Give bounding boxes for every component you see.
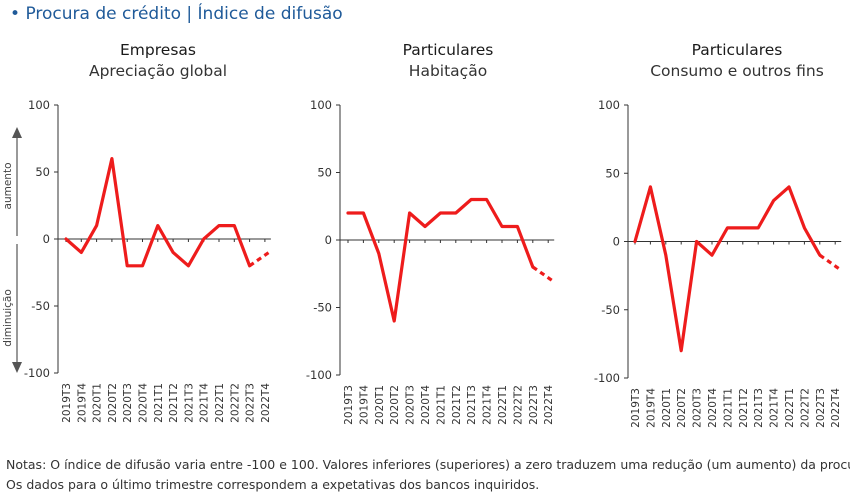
x-tick-label: 2020T2 bbox=[107, 383, 119, 423]
x-tick-label: 2021T2 bbox=[168, 383, 180, 423]
x-tick-label: 2020T1 bbox=[92, 383, 104, 423]
x-tick-label: 2020T4 bbox=[420, 385, 432, 425]
y-tick-label: -100 bbox=[306, 368, 332, 382]
x-tick-label: 2021T3 bbox=[753, 388, 765, 428]
x-tick-label: 2019T3 bbox=[630, 388, 642, 428]
x-tick-label: 2020T1 bbox=[661, 388, 673, 428]
x-tick-label: 2022T1 bbox=[497, 385, 509, 425]
x-tick-label: 2019T3 bbox=[343, 385, 355, 425]
chart-2: 100 50 0 -50 -100 2019T3 2019T4 2020T1 2020T2 202… bbox=[306, 98, 555, 425]
chart-3-title: Particulares bbox=[691, 41, 783, 59]
x-tick-label: 2021T2 bbox=[738, 388, 750, 428]
y-tick-label: -50 bbox=[313, 301, 332, 315]
x-tick-label: 2022T3 bbox=[815, 388, 827, 428]
chart-2-subtitle: Habitação bbox=[408, 62, 488, 80]
x-tick-label: 2020T3 bbox=[405, 385, 417, 425]
y-tick-label: 50 bbox=[35, 165, 50, 179]
y-tick-label: 100 bbox=[310, 98, 332, 112]
series-line-expected bbox=[248, 251, 270, 268]
x-tick-label: 2021T3 bbox=[183, 383, 195, 423]
chart-3-title-block: Particulares Consumo e outros fins bbox=[607, 40, 850, 82]
series-line bbox=[633, 185, 822, 353]
chart-2-title-block: Particulares Habitação bbox=[318, 40, 578, 82]
increase-indicator: aumento bbox=[2, 127, 22, 236]
x-tick-label: 2022T2 bbox=[229, 383, 241, 423]
y-tick-label: -50 bbox=[31, 299, 50, 313]
y-tick-label: 50 bbox=[605, 166, 620, 180]
x-tick-label: 2021T4 bbox=[769, 388, 781, 428]
page-header: • Procura de crédito | Índice de difusão bbox=[10, 4, 343, 24]
chart-3-subtitle: Consumo e outros fins bbox=[650, 62, 824, 80]
y-tick-label: -100 bbox=[24, 366, 50, 380]
series-line-expected bbox=[531, 265, 554, 282]
note-line-2: Os dados para o último trimestre corresp… bbox=[6, 477, 540, 492]
x-tick-label: 2022T2 bbox=[799, 388, 811, 428]
down-arrow-icon bbox=[12, 362, 22, 373]
header-subtitle: Índice de difusão bbox=[197, 4, 343, 24]
x-tick-label: 2019T4 bbox=[358, 385, 370, 425]
series-line bbox=[64, 157, 252, 268]
y-tick-label: 100 bbox=[598, 98, 620, 112]
series-line-expected bbox=[818, 253, 841, 271]
header-bullet: • bbox=[10, 4, 21, 24]
x-tick-label: 2020T3 bbox=[122, 383, 134, 423]
x-tick-label: 2020T2 bbox=[389, 385, 401, 425]
x-tick-label: 2020T1 bbox=[374, 385, 386, 425]
x-tick-label: 2020T4 bbox=[138, 383, 150, 423]
x-tick-label: 2022T3 bbox=[528, 385, 540, 425]
chart-3: 100 50 0 -50 -100 2019T3 2019T4 2020T1 2020T2 202… bbox=[594, 98, 842, 428]
chart-1-subtitle: Apreciação global bbox=[88, 62, 228, 80]
x-tick-label: 2019T4 bbox=[645, 388, 657, 428]
x-tick-label: 2022T4 bbox=[543, 385, 555, 425]
x-tick-label: 2021T1 bbox=[722, 388, 734, 428]
x-tick-label: 2019T4 bbox=[76, 383, 88, 423]
y-tick-label: 0 bbox=[43, 232, 50, 246]
y-tick-label: 50 bbox=[317, 166, 332, 180]
x-tick-label: 2022T3 bbox=[245, 383, 257, 423]
x-tick-label: 2020T2 bbox=[676, 388, 688, 428]
y-tick-label: -100 bbox=[594, 371, 620, 385]
decrease-indicator: diminuição bbox=[2, 244, 22, 373]
x-tick-label: 2021T3 bbox=[466, 385, 478, 425]
notes: Notas: O índice de difusão varia entre -… bbox=[6, 455, 850, 495]
x-tick-label: 2022T4 bbox=[260, 383, 272, 423]
header-separator: | bbox=[186, 4, 193, 24]
y-tick-label: 100 bbox=[28, 98, 50, 112]
y-tick-label: 0 bbox=[613, 235, 620, 249]
x-tick-label: 2019T3 bbox=[61, 383, 73, 423]
x-tick-label: 2022T2 bbox=[512, 385, 524, 425]
x-tick-label: 2020T4 bbox=[707, 388, 719, 428]
chart-2-title: Particulares bbox=[402, 41, 494, 59]
chart-1-title-block: Empresas Apreciação global bbox=[28, 40, 288, 82]
series-line bbox=[346, 197, 535, 323]
x-tick-label: 2021T4 bbox=[199, 383, 211, 423]
chart-1-title: Empresas bbox=[120, 41, 196, 59]
note-line-1: Notas: O índice de difusão varia entre -… bbox=[6, 457, 850, 472]
x-tick-label: 2021T1 bbox=[435, 385, 447, 425]
increase-label: aumento bbox=[2, 163, 14, 210]
x-tick-label: 2022T4 bbox=[830, 388, 842, 428]
x-tick-label: 2021T1 bbox=[153, 383, 165, 423]
header-title: Procura de crédito bbox=[25, 4, 181, 24]
decrease-label: diminuição bbox=[2, 289, 14, 347]
y-tick-label: 0 bbox=[325, 233, 332, 247]
x-tick-label: 2021T4 bbox=[482, 385, 494, 425]
up-arrow-icon bbox=[12, 127, 22, 138]
x-tick-label: 2022T1 bbox=[784, 388, 796, 428]
x-tick-label: 2020T3 bbox=[692, 388, 704, 428]
x-tick-label: 2022T1 bbox=[214, 383, 226, 423]
y-tick-label: -50 bbox=[601, 303, 620, 317]
x-tick-label: 2021T2 bbox=[451, 385, 463, 425]
